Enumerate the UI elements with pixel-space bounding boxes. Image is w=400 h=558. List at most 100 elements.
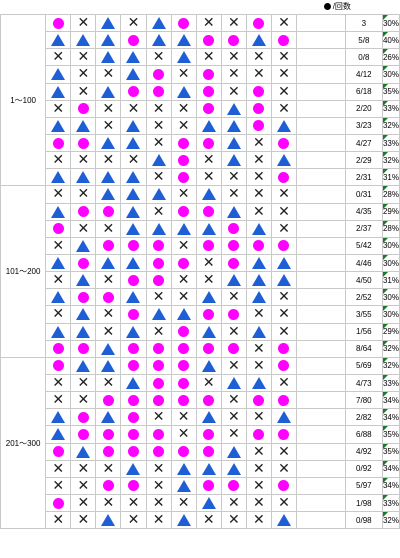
symbol-cell[interactable] [195,116,222,135]
symbol-cell[interactable] [145,339,172,358]
symbol-cell[interactable]: ✕ [170,271,197,290]
symbol-cell[interactable]: ✕ [220,168,247,187]
symbol-cell[interactable]: ✕ [145,99,172,118]
symbol-cell[interactable] [170,133,197,153]
symbol-cell[interactable]: ✕ [245,48,272,67]
symbol-cell[interactable]: ✕ [195,253,222,273]
symbol-cell[interactable] [70,253,97,273]
symbol-cell[interactable] [95,82,122,101]
symbol-cell[interactable] [120,65,147,84]
rate-cell[interactable]: 34% [381,476,400,495]
symbol-cell[interactable] [195,391,222,410]
symbol-cell[interactable]: ✕ [70,459,97,478]
rate-cell[interactable]: 34% [381,391,400,410]
symbol-cell[interactable] [45,219,72,238]
symbol-cell[interactable] [45,322,72,341]
symbol-cell[interactable] [120,82,147,101]
symbol-cell[interactable]: ✕ [195,511,222,530]
symbol-cell[interactable] [95,236,122,255]
symbol-cell[interactable]: ✕ [70,511,97,530]
hit-count-cell[interactable]: 4/50 [344,271,383,290]
symbol-cell[interactable]: ✕ [145,133,172,153]
symbol-cell[interactable]: ✕ [270,322,298,341]
symbol-cell[interactable] [95,31,122,50]
symbol-cell[interactable] [120,288,147,307]
symbol-cell[interactable]: ✕ [145,408,172,427]
symbol-cell[interactable] [70,202,97,221]
hit-count-cell[interactable]: 0/98 [344,511,383,530]
symbol-cell[interactable] [220,236,247,255]
symbol-cell[interactable] [45,82,72,101]
symbol-cell[interactable] [220,99,247,118]
symbol-cell[interactable]: ✕ [95,493,122,513]
empty-cell[interactable] [296,442,346,461]
symbol-cell[interactable] [170,511,197,530]
symbol-cell[interactable] [220,442,247,461]
symbol-cell[interactable] [245,288,272,307]
symbol-cell[interactable] [145,185,172,204]
symbol-cell[interactable] [45,339,72,358]
range-label[interactable]: 201～300 [0,356,47,530]
rate-cell[interactable]: 30% [381,65,400,84]
rate-cell[interactable]: 32% [381,151,400,170]
symbol-cell[interactable]: ✕ [170,236,197,255]
symbol-cell[interactable] [45,31,72,50]
symbol-cell[interactable] [170,31,197,50]
symbol-cell[interactable] [245,13,272,33]
symbol-cell[interactable]: ✕ [170,408,197,427]
symbol-cell[interactable]: ✕ [70,185,97,204]
symbol-cell[interactable] [145,151,172,170]
symbol-cell[interactable] [220,116,247,135]
symbol-cell[interactable]: ✕ [95,151,122,170]
symbol-cell[interactable] [70,288,97,307]
symbol-cell[interactable] [270,31,298,50]
symbol-cell[interactable]: ✕ [45,48,72,67]
symbol-cell[interactable] [120,116,147,135]
symbol-cell[interactable] [270,116,298,135]
symbol-cell[interactable]: ✕ [220,288,247,307]
symbol-cell[interactable] [120,236,147,255]
symbol-cell[interactable]: ✕ [70,13,97,33]
symbol-cell[interactable]: ✕ [220,511,247,530]
symbol-cell[interactable] [245,253,272,273]
symbol-cell[interactable] [120,185,147,204]
symbol-cell[interactable] [70,442,97,461]
symbol-cell[interactable] [195,408,222,427]
symbol-cell[interactable]: ✕ [220,185,247,204]
symbol-cell[interactable]: ✕ [145,288,172,307]
symbol-cell[interactable]: ✕ [70,82,97,101]
rate-cell[interactable]: 30% [381,13,400,33]
empty-cell[interactable] [296,202,346,221]
symbol-cell[interactable] [95,133,122,153]
empty-cell[interactable] [296,253,346,273]
rate-cell[interactable]: 30% [381,288,400,307]
symbol-cell[interactable] [195,236,222,255]
symbol-cell[interactable] [45,202,72,221]
hit-count-cell[interactable]: 4/27 [344,133,383,153]
rate-cell[interactable]: 34% [381,459,400,478]
symbol-cell[interactable]: ✕ [195,271,222,290]
symbol-cell[interactable] [45,442,72,461]
hit-count-cell[interactable]: 6/18 [344,82,383,101]
empty-cell[interactable] [296,356,346,375]
symbol-cell[interactable]: ✕ [270,82,298,101]
empty-cell[interactable] [296,13,346,33]
symbol-cell[interactable]: ✕ [220,82,247,101]
symbol-cell[interactable]: ✕ [45,236,72,255]
symbol-cell[interactable] [95,185,122,204]
symbol-cell[interactable] [245,322,272,341]
empty-cell[interactable] [296,116,346,135]
symbol-cell[interactable] [170,82,197,101]
symbol-cell[interactable] [70,271,97,290]
symbol-cell[interactable] [195,305,222,324]
symbol-cell[interactable]: ✕ [70,391,97,410]
hit-count-cell[interactable]: 2/31 [344,168,383,187]
hit-count-cell[interactable]: 8/64 [344,339,383,358]
hit-count-cell[interactable]: 3/55 [344,305,383,324]
symbol-cell[interactable]: ✕ [245,339,272,358]
hit-count-cell[interactable]: 0/92 [344,459,383,478]
symbol-cell[interactable] [195,185,222,204]
symbol-cell[interactable] [195,65,222,84]
empty-cell[interactable] [296,48,346,67]
symbol-cell[interactable] [95,48,122,67]
